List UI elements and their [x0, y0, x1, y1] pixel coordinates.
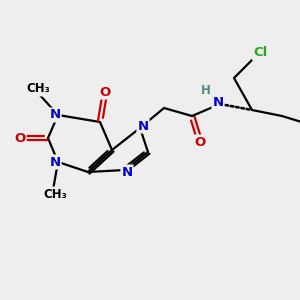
- Text: N: N: [212, 95, 224, 109]
- Text: CH₃: CH₃: [43, 188, 67, 200]
- Text: H: H: [201, 83, 211, 97]
- Text: N: N: [50, 155, 61, 169]
- Text: N: N: [50, 109, 61, 122]
- Text: O: O: [14, 131, 26, 145]
- Text: N: N: [137, 119, 148, 133]
- Text: N: N: [122, 166, 133, 178]
- Text: O: O: [99, 85, 111, 98]
- Text: O: O: [194, 136, 206, 148]
- Text: CH₃: CH₃: [26, 82, 50, 95]
- Text: Cl: Cl: [253, 46, 267, 59]
